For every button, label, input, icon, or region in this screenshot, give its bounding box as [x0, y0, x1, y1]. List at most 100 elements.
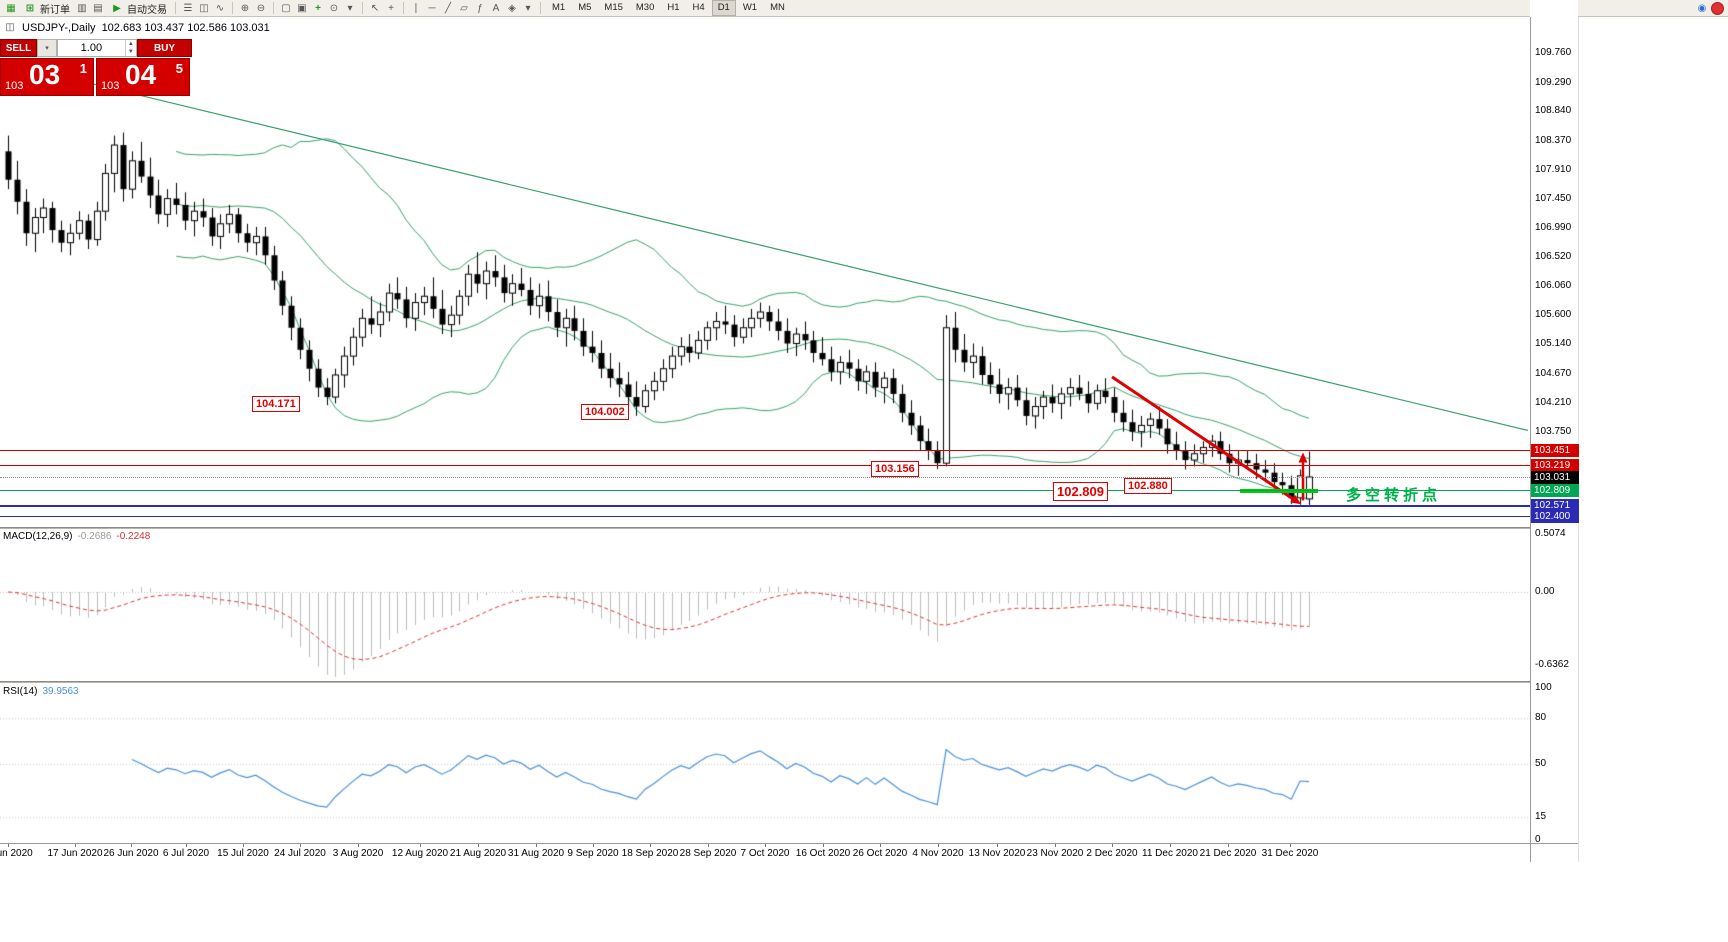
- autotrade-play-icon: ▶: [113, 2, 121, 14]
- search-icon[interactable]: ◉: [1697, 2, 1707, 14]
- time-axis-tick: [243, 844, 244, 847]
- macd-panel-separator[interactable]: [0, 527, 1578, 529]
- rsi-canvas[interactable]: [0, 683, 1530, 843]
- timeframe-button-M1[interactable]: M1: [552, 2, 566, 13]
- zoom-in-icon[interactable]: ⊕: [240, 2, 250, 14]
- autotrade-button[interactable]: ▶ 自动交易: [107, 1, 170, 16]
- price-scale-tag: 103.219: [1531, 458, 1579, 472]
- time-axis-line: [0, 843, 1578, 844]
- time-axis-label: 11 Dec 2020: [1142, 848, 1198, 859]
- time-axis-label: 12 Aug 2020: [391, 848, 449, 859]
- time-axis-label: 21 Aug 2020: [449, 848, 507, 859]
- support-zone-segment[interactable]: [1240, 488, 1318, 493]
- periods-icon[interactable]: ⊙: [329, 2, 339, 14]
- sell-button[interactable]: SELL: [0, 39, 37, 57]
- cursor-icon[interactable]: ↖: [370, 2, 380, 14]
- new-order-icon: ⊞: [25, 2, 35, 14]
- time-axis-tick: [997, 844, 998, 847]
- macd-canvas[interactable]: [0, 529, 1530, 681]
- charts-grid-icon[interactable]: ▥: [77, 2, 87, 14]
- chart-title: ◫ USDJPY-,Daily 102.683 103.437 102.586 …: [4, 21, 270, 34]
- time-axis-label: 31 Dec 2020: [1261, 848, 1319, 859]
- volume-decrease-button[interactable]: ▼: [127, 49, 134, 55]
- red-up-arrowhead[interactable]: [1298, 452, 1308, 463]
- red-downtrend-line[interactable]: [1111, 375, 1299, 504]
- indicator-scale-label: 0.5074: [1535, 528, 1566, 540]
- price-scale-tag: 102.809: [1531, 484, 1579, 498]
- price-scale-label: 106.520: [1535, 251, 1572, 263]
- trendline-tool-icon[interactable]: ╱: [444, 2, 452, 14]
- order-type-dropdown[interactable]: ▾: [37, 39, 57, 57]
- time-axis-tick: [880, 844, 881, 847]
- time-axis-label: 18 Sep 2020: [621, 848, 679, 859]
- rsi-panel-separator[interactable]: [0, 681, 1578, 683]
- new-chart-icon[interactable]: ▢: [281, 2, 291, 14]
- profiles-icon[interactable]: ▤: [93, 2, 103, 14]
- time-axis-label: 26 Jun 2020: [103, 848, 159, 859]
- candle-chart-type-icon[interactable]: ◫: [199, 2, 209, 14]
- time-axis-tick: [650, 844, 651, 847]
- templates-dropdown-icon[interactable]: ▾: [347, 2, 353, 14]
- time-axis-tick: [1290, 844, 1291, 847]
- sell-price-tile[interactable]: 103 03 1: [0, 58, 94, 96]
- rsi-indicator-label: RSI(14) 39.9563: [3, 686, 79, 697]
- price-scale-tag: 103.451: [1531, 444, 1579, 458]
- time-axis-tick: [75, 844, 76, 847]
- buy-price-tile[interactable]: 103 04 5: [96, 58, 190, 96]
- zoom-out-icon[interactable]: ⊖: [256, 2, 266, 14]
- time-axis-tick: [420, 844, 421, 847]
- vertical-line-tool-icon[interactable]: ∣: [413, 2, 419, 14]
- price-scale[interactable]: 109.760 109.290 108.840 108.370 107.910 107.4…: [1530, 0, 1579, 862]
- bar-chart-type-icon[interactable]: ☰: [183, 2, 193, 14]
- price-scale-label: 106.060: [1535, 280, 1572, 292]
- timeframe-button-H4[interactable]: H4: [692, 2, 705, 13]
- indicators-add-icon[interactable]: +: [315, 2, 321, 14]
- timeframe-button-MN[interactable]: MN: [770, 2, 785, 13]
- time-axis-tick: [1112, 844, 1113, 847]
- volume-input[interactable]: [58, 40, 125, 56]
- timeframe-button-M30[interactable]: M30: [635, 2, 655, 13]
- timeframe-button-M15[interactable]: M15: [604, 2, 623, 13]
- time-axis-tick: [358, 844, 359, 847]
- time-axis-label: 16 Oct 2020: [795, 848, 851, 859]
- channel-tool-icon[interactable]: ▱: [460, 2, 468, 14]
- time-axis-tick: [478, 844, 479, 847]
- chart-window-icon[interactable]: ▦: [6, 2, 16, 14]
- time-axis-label: 24 Jul 2020: [274, 848, 326, 859]
- time-axis-label: 15 Jul 2020: [217, 848, 269, 859]
- time-axis-label: 6 Jul 2020: [162, 848, 210, 859]
- line-chart-type-icon[interactable]: ∿: [215, 2, 225, 14]
- window-right-edge: [1578, 17, 1579, 862]
- one-click-trading-panel: SELL ▾ ▲ ▼ BUY 103 03 1 103 04 5: [0, 39, 192, 96]
- crosshair-icon[interactable]: +: [388, 2, 394, 14]
- tools-dropdown-icon[interactable]: ▾: [525, 2, 531, 14]
- indicator-scale-label: 15: [1535, 811, 1547, 823]
- timeframe-button-W1[interactable]: W1: [742, 2, 758, 13]
- fibonacci-tool-icon[interactable]: ƒ: [477, 2, 483, 14]
- candlestick-canvas[interactable]: [0, 17, 1530, 527]
- red-downtrend-arrowhead[interactable]: [1290, 494, 1301, 505]
- price-scale-label: 109.290: [1535, 76, 1572, 88]
- text-tool-icon[interactable]: A: [492, 2, 500, 14]
- time-axis-tick: [186, 844, 187, 847]
- time-axis-label: 2 Dec 2020: [1086, 848, 1138, 859]
- macd-name: MACD(12,26,9): [3, 531, 73, 542]
- new-order-button[interactable]: ⊞ 新订单: [20, 1, 73, 16]
- tile-windows-icon[interactable]: ▣: [297, 2, 307, 14]
- buy-button[interactable]: BUY: [137, 39, 192, 57]
- horizontal-line-tool-icon[interactable]: ─: [428, 2, 436, 14]
- time-axis-tick: [823, 844, 824, 847]
- macd-main-value: -0.2686: [77, 531, 112, 542]
- arrows-tool-icon[interactable]: ◈: [508, 2, 516, 14]
- volume-increase-button[interactable]: ▲: [127, 41, 134, 47]
- toolbar-separator: [362, 2, 363, 14]
- toolbar-separator: [232, 2, 233, 14]
- timeframe-button-H1[interactable]: H1: [667, 2, 680, 13]
- descending-trendline[interactable]: [84, 81, 1529, 432]
- time-axis-label: 8 Jun 2020: [0, 848, 33, 859]
- notification-badge[interactable]: [1711, 1, 1724, 15]
- timeframe-button-D1[interactable]: D1: [711, 0, 736, 16]
- timeframe-button-M5[interactable]: M5: [578, 2, 592, 13]
